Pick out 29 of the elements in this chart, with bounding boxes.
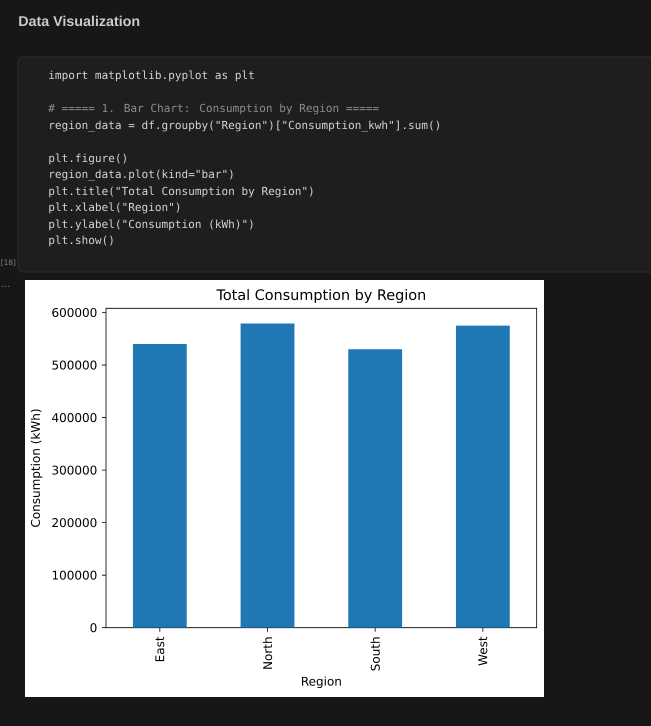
y-tick-label: 200000	[52, 518, 96, 528]
y-tick-label: 100000	[52, 570, 96, 580]
x-tick-label: South	[370, 637, 380, 670]
text: ...	[2, 286, 10, 287]
y-tick-label: 300000	[52, 466, 96, 475]
text: region_data = df.groupby("Region")["Consumption_kwh"].sum()	[50, 120, 440, 132]
bar	[240, 324, 294, 628]
bar	[132, 344, 187, 628]
y-tick-label: 400000	[52, 413, 96, 422]
text: plt.ylabel("Consumption (kWh)")	[49, 220, 252, 230]
chart-title: Total Consumption by Region	[216, 288, 426, 303]
x-tick-label: East	[155, 636, 164, 662]
x-tick-label: North	[262, 637, 272, 669]
bar	[456, 326, 510, 628]
text: plt.show()	[49, 236, 113, 246]
text: Data Visualization	[19, 16, 140, 26]
y-tick-label: 500000	[52, 360, 96, 370]
y-tick-label: 0	[90, 623, 96, 632]
text: plt.figure()	[49, 154, 126, 164]
text: # ===== 1. Bar Chart: Consumption by Region =====	[48, 104, 379, 114]
y-axis-title: Consumption (kWh)	[30, 409, 42, 527]
x-tick-label: West	[478, 636, 488, 666]
text: region_data.plot(kind="bar")	[50, 170, 232, 181]
text: import matplotlib.pyplot as plt	[49, 70, 254, 82]
y-tick-label: 600000	[52, 308, 96, 318]
x-axis-title: Region	[302, 676, 341, 688]
text: plt.xlabel("Region")	[49, 202, 180, 214]
bar	[348, 349, 402, 628]
text: plt.title("Total Consumption by Region")	[49, 186, 312, 198]
